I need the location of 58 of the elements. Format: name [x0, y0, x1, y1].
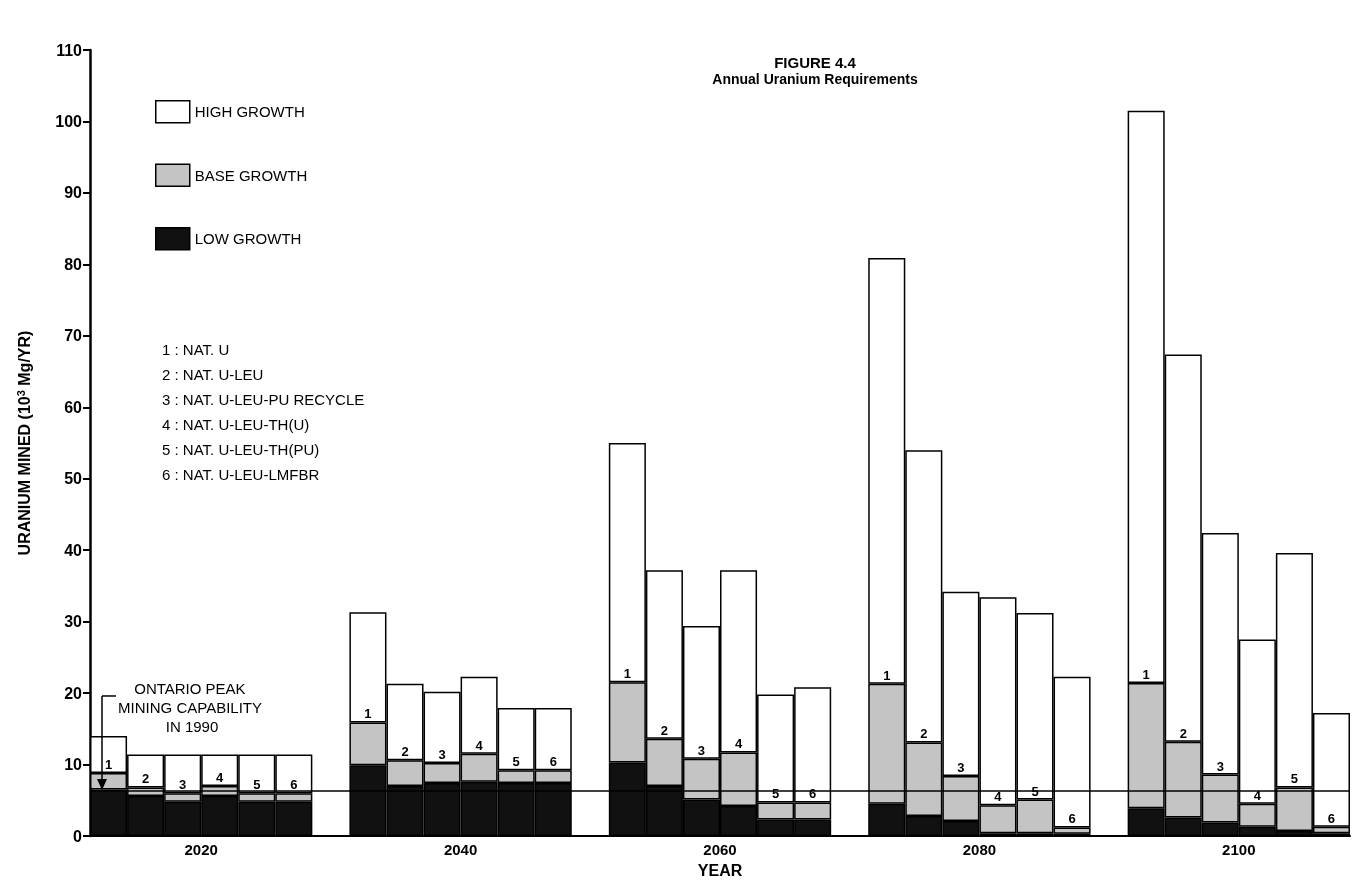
annotation: 2: [920, 726, 928, 742]
y-tick-label: 60: [64, 398, 83, 416]
annotation: 3 : NAT. U-LEU-PU RECYCLE: [162, 391, 365, 408]
annotation: 1: [1142, 667, 1150, 683]
annotation: 4: [216, 769, 225, 785]
annotation: 2: [141, 771, 150, 787]
y-tick-label: 110: [56, 41, 83, 59]
annotation: 3: [957, 759, 965, 775]
annotation: 5 : NAT. U-LEU-TH(PU): [162, 441, 320, 458]
annotation: 4: [994, 789, 1003, 805]
annotation: 4: [1253, 787, 1262, 803]
annotation: 6: [1327, 810, 1336, 826]
annotation: 5: [512, 754, 520, 770]
x-tick-label: 2060: [703, 841, 737, 858]
y-tick-label: 100: [55, 112, 83, 130]
legend-label: LOW GROWTH: [194, 230, 302, 248]
y-tick-label: 40: [64, 541, 83, 559]
x-tick-label: 2100: [1222, 841, 1256, 858]
y-tick-label: 0: [73, 827, 83, 845]
annotation: 2: [401, 744, 409, 760]
annotation: 3: [438, 747, 446, 763]
annotation: 6: [290, 777, 298, 793]
annotation: 6: [1068, 811, 1076, 827]
x-tick-label: 2080: [962, 841, 997, 858]
y-tick-label: 90: [64, 184, 83, 202]
annotation: 6: [549, 754, 557, 770]
x-axis-title: YEAR: [697, 861, 743, 879]
legend-label: ONTARIO PEAK MINING CAPABILITY IN 1990: [118, 679, 266, 735]
annotation: 4 : NAT. U-LEU-TH(U): [162, 416, 310, 433]
annotation: 2: [660, 722, 669, 738]
x-tick-label: 2020: [184, 841, 218, 858]
annotation: 2: [1179, 725, 1187, 741]
y-tick-label: 50: [64, 470, 83, 488]
y-tick-label: 10: [64, 756, 83, 774]
annotation: 2 : NAT. U-LEU: [162, 366, 264, 383]
annotation: 3: [697, 742, 706, 758]
y-tick-label: 20: [64, 684, 83, 702]
legend-label: HIGH GROWTH: [194, 103, 305, 121]
annotation: 4: [475, 737, 484, 753]
annotation: 1: [623, 666, 631, 682]
text: Annual Uranium Requirements: [712, 71, 918, 87]
annotation: 1: [104, 757, 113, 773]
annotation: 1: [364, 706, 372, 722]
annotation: 4: [734, 736, 743, 752]
annotation: 3: [1216, 758, 1224, 774]
y-axis-title: URANIUM MINED (103 Mg/YR): [14, 330, 33, 556]
annotation: 5: [1290, 771, 1299, 787]
y-tick-label: 80: [64, 255, 83, 273]
annotation: 6 : NAT. U-LEU-LMFBR: [162, 466, 320, 483]
legend-label: BASE GROWTH: [194, 166, 308, 184]
annotation: 1 : NAT. U: [162, 341, 230, 358]
annotation: 5: [253, 777, 261, 793]
annotation: 3: [179, 777, 187, 793]
annotation: 1: [883, 667, 891, 683]
chart-title: FIGURE 4.4: [774, 54, 857, 71]
x-tick-label: 2040: [443, 841, 478, 858]
y-tick-label: 30: [64, 613, 83, 631]
y-tick-label: 70: [64, 327, 83, 345]
